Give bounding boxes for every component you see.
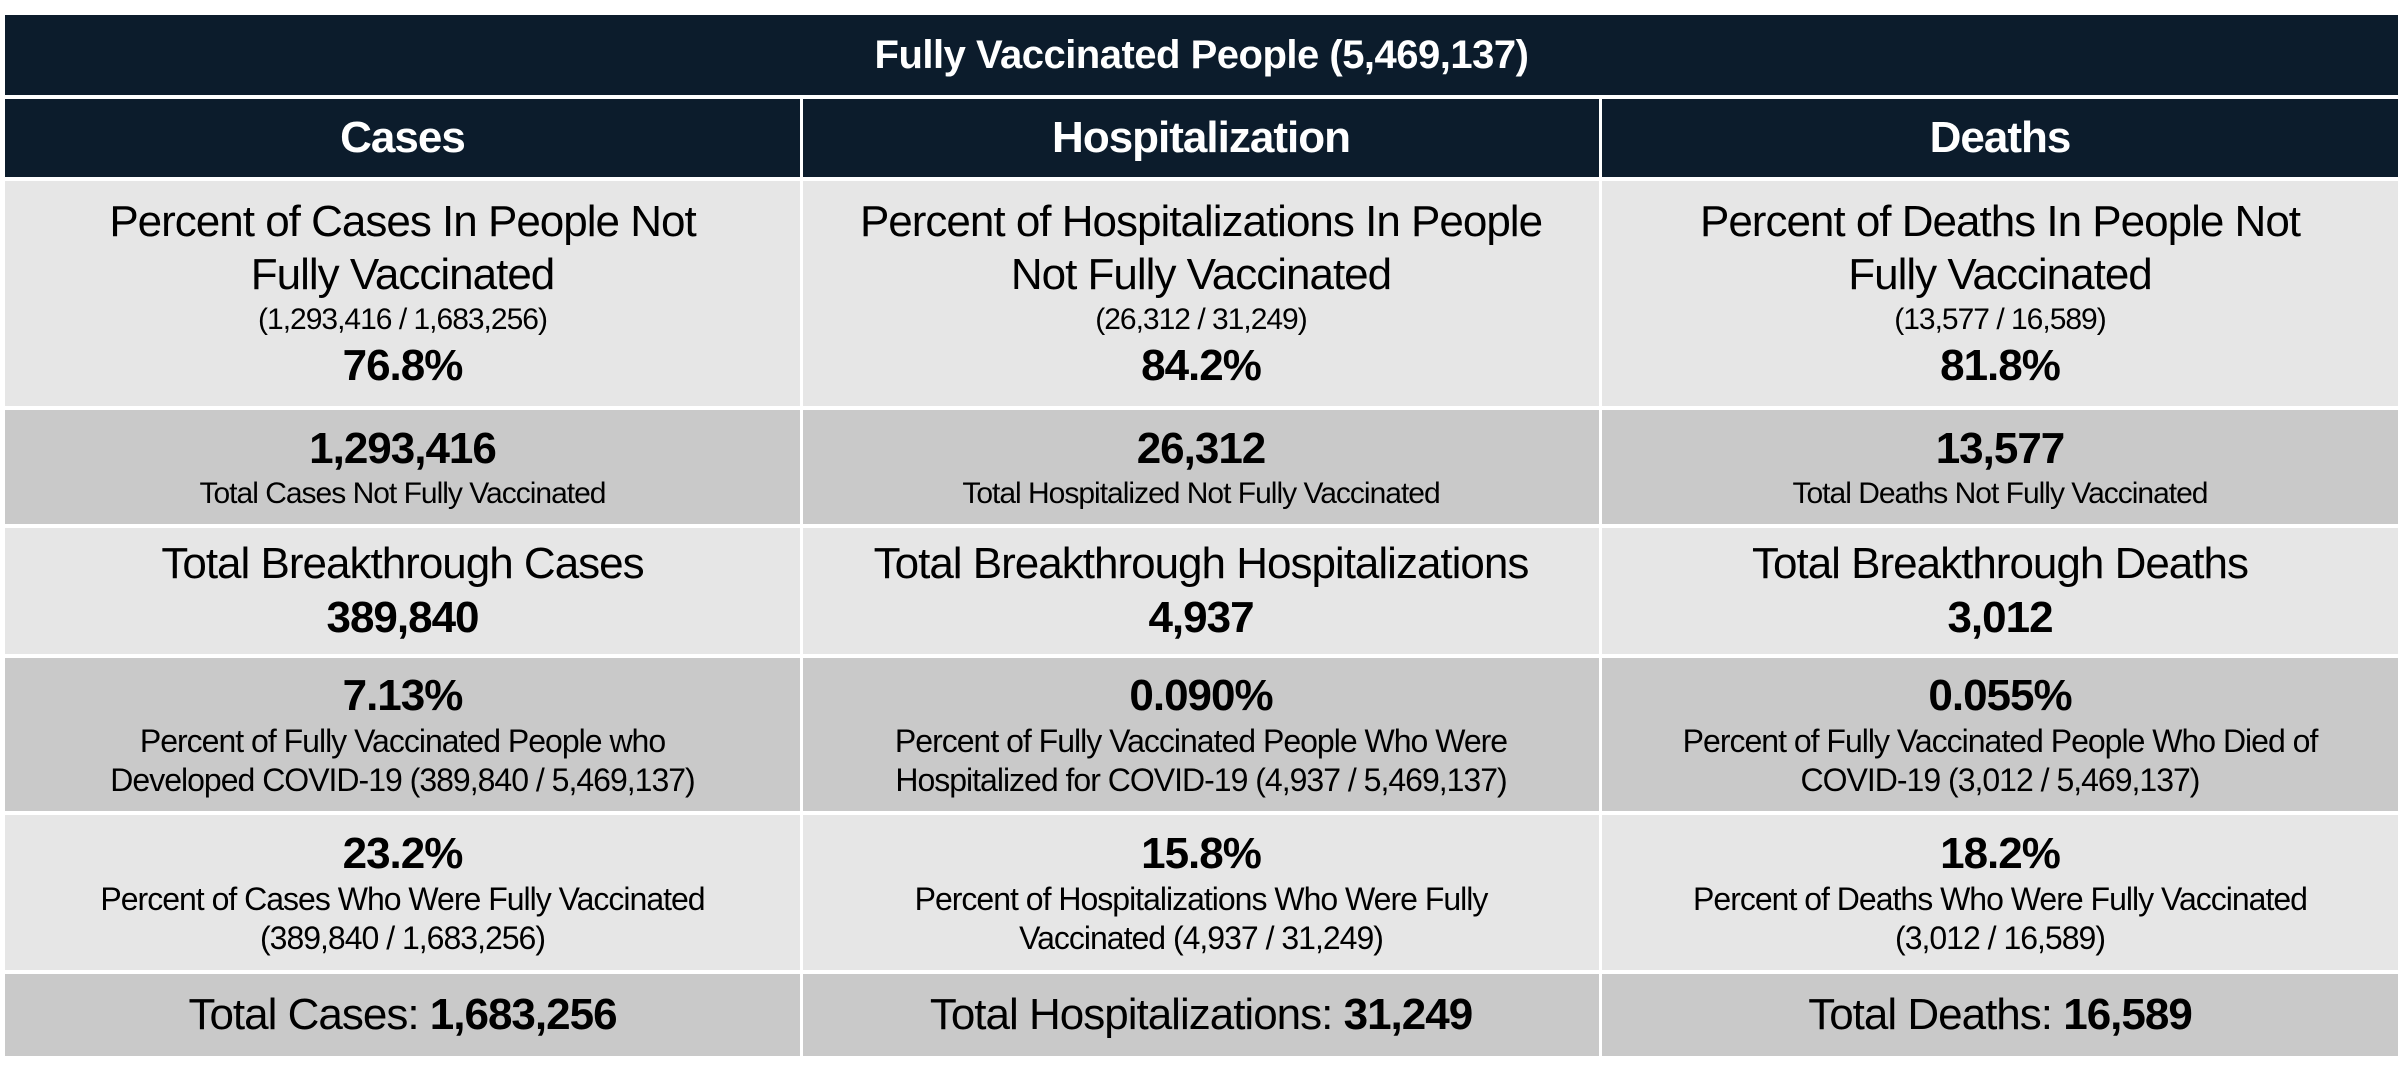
breakthrough-label: Total Breakthrough Cases (161, 539, 644, 589)
not-vaccinated-total-row: 1,293,416 Total Cases Not Fully Vaccinate… (5, 410, 2398, 524)
share-vax-label-1: Percent of Deaths Who Were Fully Vaccina… (1693, 881, 2308, 918)
share-vax-label-2: (3,012 / 16,589) (1895, 920, 2106, 957)
share-vax-label-1: Percent of Hospitalizations Who Were Ful… (914, 881, 1489, 918)
not-vax-pct: 84.2% (1141, 340, 1262, 390)
breakthrough-value: 389,840 (326, 593, 479, 642)
cell-cases: 1,293,416 Total Cases Not Fully Vaccinate… (5, 410, 800, 524)
cell-deaths: Percent of Deaths In People Not Fully Vac… (1599, 181, 2398, 406)
vax-pop-label-2: Hospitalized for COVID-19 (4,937 / 5,469… (895, 762, 1507, 799)
share-vax-label-2: (389,840 / 1,683,256) (259, 920, 546, 957)
not-vax-total-label: Total Hospitalized Not Fully Vaccinated (962, 476, 1440, 510)
total-value: 1,683,256 (429, 990, 618, 1040)
not-vax-pct-label-1: Percent of Hospitalizations In People (859, 196, 1543, 246)
not-vax-total-label: Total Cases Not Fully Vaccinated (199, 476, 607, 510)
total-value: 31,249 (1343, 990, 1474, 1040)
breakthrough-label: Total Breakthrough Hospitalizations (873, 539, 1530, 589)
cell-hospitalization: 15.8% Percent of Hospitalizations Who Wer… (800, 815, 1599, 970)
vax-pop-label-1: Percent of Fully Vaccinated People who (139, 723, 666, 760)
total-label: Total Hospitalizations: (929, 990, 1344, 1040)
vax-pop-pct: 7.13% (342, 670, 464, 720)
not-vax-pct-label-1: Percent of Deaths In People Not (1699, 196, 2301, 246)
vaccinated-population-percent-row: 7.13% Percent of Fully Vaccinated People … (5, 658, 2398, 811)
vax-pop-pct: 0.090% (1129, 670, 1273, 720)
column-header-hospitalization: Hospitalization (800, 99, 1599, 177)
cell-cases: Total Breakthrough Cases 389,840 (5, 528, 800, 654)
cell-cases: 23.2% Percent of Cases Who Were Fully Vac… (5, 815, 800, 970)
total-deaths: Total Deaths: 16,589 (1599, 974, 2398, 1056)
total-label: Total Cases: (188, 990, 430, 1040)
not-vax-pct-label-2: Fully Vaccinated (250, 250, 556, 300)
not-vax-pct-label-2: Not Fully Vaccinated (1010, 250, 1392, 300)
total-line: Total Hospitalizations: 31,249 (929, 988, 1474, 1042)
not-vax-fraction: (1,293,416 / 1,683,256) (258, 303, 548, 337)
total-hospitalization: Total Hospitalizations: 31,249 (800, 974, 1599, 1056)
not-vax-total: 13,577 (1935, 423, 2066, 473)
not-vax-fraction: (26,312 / 31,249) (1095, 303, 1308, 337)
not-vax-pct-label-1: Percent of Cases In People Not (109, 196, 696, 246)
share-vax-label-1: Percent of Cases Who Were Fully Vaccinat… (100, 881, 705, 918)
cell-hospitalization: 0.090% Percent of Fully Vaccinated People… (800, 658, 1599, 811)
breakthrough-label: Total Breakthrough Deaths (1752, 539, 2249, 589)
totals-row: Total Cases: 1,683,256 Total Hospitalizat… (5, 974, 2398, 1056)
not-vax-pct: 81.8% (1940, 340, 2061, 390)
cell-deaths: Total Breakthrough Deaths 3,012 (1599, 528, 2398, 654)
total-line: Total Cases: 1,683,256 (188, 988, 618, 1042)
not-vaccinated-percent-row: Percent of Cases In People Not Fully Vacc… (5, 181, 2398, 406)
breakthrough-value: 4,937 (1148, 593, 1254, 642)
total-label: Total Deaths: (1808, 990, 2064, 1040)
cell-deaths: 0.055% Percent of Fully Vaccinated People… (1599, 658, 2398, 811)
not-vax-pct-label-2: Fully Vaccinated (1848, 250, 2153, 300)
not-vax-total-label: Total Deaths Not Fully Vaccinated (1792, 476, 2209, 510)
column-header-deaths: Deaths (1599, 99, 2398, 177)
cell-deaths: 13,577 Total Deaths Not Fully Vaccinated (1599, 410, 2398, 524)
header-row: Cases Hospitalization Deaths (5, 99, 2398, 177)
vax-pop-label-2: Developed COVID-19 (389,840 / 5,469,137) (110, 762, 695, 799)
total-value: 16,589 (2063, 990, 2193, 1040)
share-vax-pct: 23.2% (342, 828, 464, 878)
vax-pop-pct: 0.055% (1928, 670, 2072, 720)
not-vax-total: 26,312 (1136, 423, 1267, 473)
share-vax-pct: 18.2% (1940, 828, 2061, 878)
total-cases: Total Cases: 1,683,256 (5, 974, 800, 1056)
cell-hospitalization: Total Breakthrough Hospitalizations 4,937 (800, 528, 1599, 654)
cell-deaths: 18.2% Percent of Deaths Who Were Fully Va… (1599, 815, 2398, 970)
share-vaccinated-row: 23.2% Percent of Cases Who Were Fully Vac… (5, 815, 2398, 970)
not-vax-fraction: (13,577 / 16,589) (1894, 303, 2107, 337)
total-line: Total Deaths: 16,589 (1808, 988, 2193, 1042)
not-vax-pct: 76.8% (342, 340, 464, 390)
breakthrough-total-row: Total Breakthrough Cases 389,840 Total Bre… (5, 528, 2398, 654)
vax-pop-label-1: Percent of Fully Vaccinated People Who D… (1682, 723, 2319, 760)
share-vax-pct: 15.8% (1141, 828, 1262, 878)
vaccination-summary-table: Fully Vaccinated People (5,469,137) Case… (5, 15, 2398, 1056)
not-vax-total: 1,293,416 (309, 423, 497, 473)
share-vax-label-2: Vaccinated (4,937 / 31,249) (1019, 920, 1384, 957)
cell-hospitalization: Percent of Hospitalizations In People Not… (800, 181, 1599, 406)
vax-pop-label-1: Percent of Fully Vaccinated People Who W… (894, 723, 1508, 760)
vax-pop-label-2: COVID-19 (3,012 / 5,469,137) (1800, 762, 2201, 799)
cell-cases: Percent of Cases In People Not Fully Vacc… (5, 181, 800, 406)
table-title: Fully Vaccinated People (5,469,137) (5, 15, 2398, 95)
column-header-cases: Cases (5, 99, 800, 177)
breakthrough-value: 3,012 (1947, 593, 2053, 642)
cell-hospitalization: 26,312 Total Hospitalized Not Fully Vacci… (800, 410, 1599, 524)
cell-cases: 7.13% Percent of Fully Vaccinated People … (5, 658, 800, 811)
